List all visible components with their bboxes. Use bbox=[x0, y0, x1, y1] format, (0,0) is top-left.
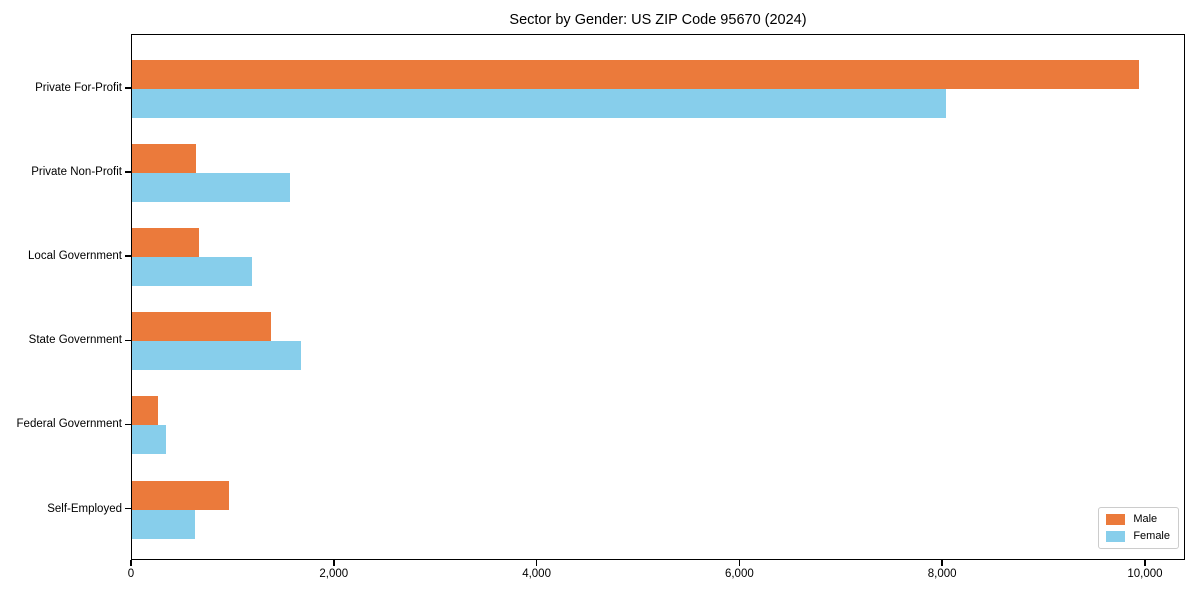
plot-area: Male Female bbox=[131, 34, 1185, 560]
x-axis-tick-label: 8,000 bbox=[927, 568, 957, 580]
legend-label-male: Male bbox=[1133, 513, 1158, 525]
bar-male-state-government bbox=[132, 312, 271, 342]
bar-female-private-non-profit bbox=[132, 173, 291, 203]
y-axis-label-self-employed: Self-Employed bbox=[47, 502, 122, 515]
bar-female-private-for-profit bbox=[132, 89, 947, 118]
x-tick-mark bbox=[130, 560, 132, 566]
bar-male-private-non-profit bbox=[132, 144, 196, 174]
legend-swatch-female-icon bbox=[1106, 531, 1126, 542]
x-tick-mark bbox=[738, 560, 741, 566]
y-tick-mark bbox=[125, 87, 131, 89]
bar-female-local-government bbox=[132, 257, 252, 287]
y-axis-label-private-non-profit: Private Non-Profit bbox=[31, 166, 122, 179]
x-axis-tick-label: 0 bbox=[127, 568, 135, 580]
y-tick-mark bbox=[125, 255, 131, 257]
x-axis-tick-label: 4,000 bbox=[522, 568, 551, 580]
bar-male-self-employed bbox=[132, 480, 230, 510]
x-tick-mark bbox=[1144, 560, 1146, 566]
chart-title: Sector by Gender: US ZIP Code 95670 (202… bbox=[509, 12, 807, 28]
y-axis-label-federal-government: Federal Government bbox=[16, 418, 122, 431]
y-tick-mark bbox=[125, 507, 131, 510]
y-tick-mark bbox=[125, 339, 131, 342]
legend-swatch-male-icon bbox=[1106, 514, 1126, 525]
y-tick-mark bbox=[125, 171, 131, 173]
x-tick-mark bbox=[941, 560, 943, 566]
y-axis-label-private-for-profit: Private For-Profit bbox=[35, 82, 122, 94]
x-axis-tick-label: 10,000 bbox=[1127, 568, 1163, 580]
bar-female-state-government bbox=[132, 341, 302, 371]
bar-male-private-for-profit bbox=[132, 60, 1139, 89]
y-tick-mark bbox=[125, 423, 131, 426]
x-axis-tick-label: 6,000 bbox=[724, 568, 754, 580]
bar-male-local-government bbox=[132, 228, 199, 258]
x-tick-mark bbox=[333, 560, 335, 566]
bar-male-federal-government bbox=[132, 396, 159, 426]
legend: Male Female bbox=[1098, 507, 1179, 549]
bar-female-federal-government bbox=[132, 425, 166, 455]
x-axis-tick-label: 2,000 bbox=[319, 568, 349, 580]
legend-item-female: Female bbox=[1106, 530, 1170, 543]
legend-label-female: Female bbox=[1133, 530, 1170, 542]
bar-female-self-employed bbox=[132, 509, 195, 539]
legend-item-male: Male bbox=[1106, 513, 1170, 526]
y-axis-label-state-government: State Government bbox=[28, 334, 122, 347]
x-tick-mark bbox=[535, 560, 538, 566]
y-axis-label-local-government: Local Government bbox=[28, 250, 122, 263]
